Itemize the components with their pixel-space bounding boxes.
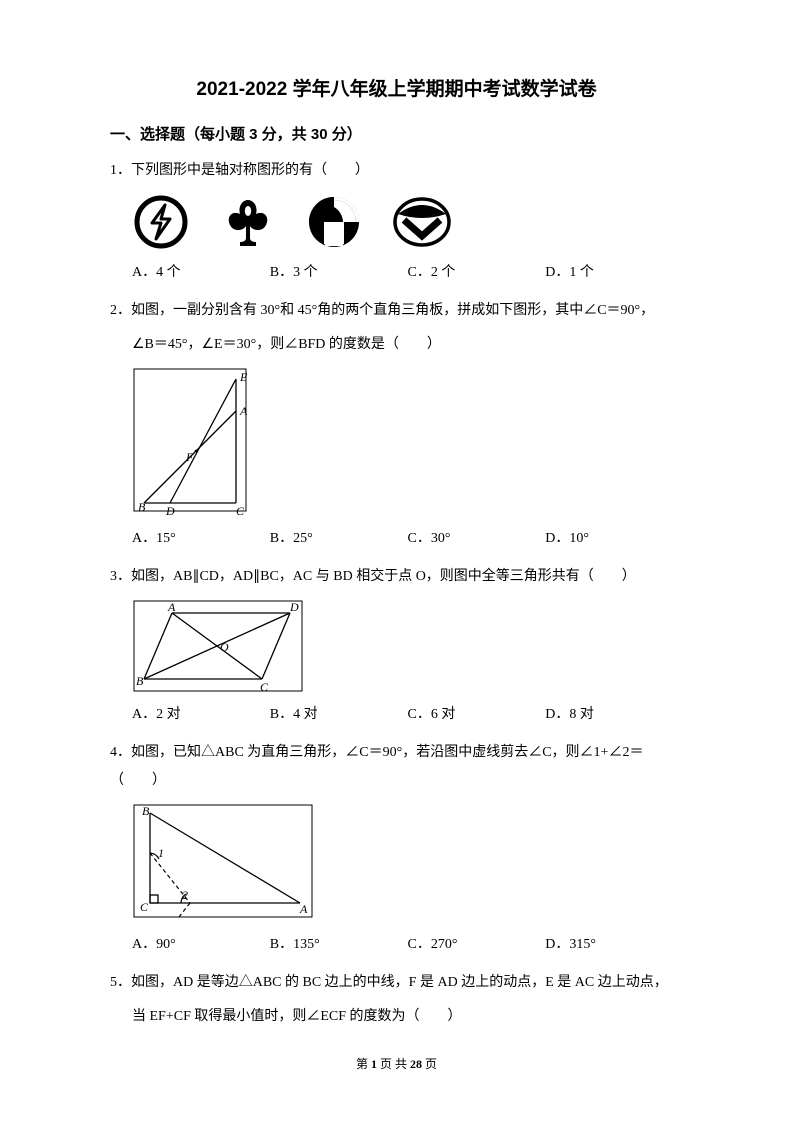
page-footer: 第 1 页 共 28 页 — [0, 1055, 793, 1074]
q1-stem: 下列图形中是轴对称图形的有（ ） — [131, 163, 369, 178]
q3-figure: A D B C O — [132, 599, 304, 693]
q3-option-c: C．6 对 — [408, 701, 546, 729]
q2-option-c: C．30° — [408, 525, 546, 553]
q2-options: A．15° B．25° C．30° D．10° — [110, 525, 683, 553]
footer-prefix: 第 — [356, 1057, 371, 1071]
q3-options: A．2 对 B．4 对 C．6 对 D．8 对 — [110, 701, 683, 729]
svg-text:F: F — [185, 450, 194, 464]
question-2: 2．如图，一副分别含有 30°和 45°角的两个直角三角板，拼成如下图形，其中∠… — [110, 297, 683, 553]
q4-option-b: B．135° — [270, 931, 408, 959]
question-5: 5．如图，AD 是等边△ABC 的 BC 边上的中线，F 是 AD 边上的动点，… — [110, 969, 683, 1031]
svg-text:A: A — [239, 404, 248, 418]
svg-text:B: B — [142, 804, 150, 818]
question-1: 1．下列图形中是轴对称图形的有（ ） — [110, 157, 683, 287]
question-3: 3．如图，AB∥CD，AD∥BC，AC 与 BD 相交于点 O，则图中全等三角形… — [110, 563, 683, 729]
q3-stem: 如图，AB∥CD，AD∥BC，AC 与 BD 相交于点 O，则图中全等三角形共有… — [131, 569, 636, 584]
q1-option-d: D．1 个 — [545, 259, 683, 287]
q4-option-d: D．315° — [545, 931, 683, 959]
q2-option-d: D．10° — [545, 525, 683, 553]
q4-option-c: C．270° — [408, 931, 546, 959]
svg-text:C: C — [260, 680, 269, 693]
q4-text: 4．如图，已知△ABC 为直角三角形，∠C＝90°，若沿图中虚线剪去∠C，则∠1… — [110, 739, 683, 795]
q4-figure: B C A 1 2 — [132, 803, 314, 923]
q2-figure: B D C A E F — [132, 367, 252, 517]
q2-option-a: A．15° — [132, 525, 270, 553]
q3-text: 3．如图，AB∥CD，AD∥BC，AC 与 BD 相交于点 O，则图中全等三角形… — [110, 563, 683, 591]
svg-text:A: A — [167, 600, 176, 614]
q5-stem-1: 如图，AD 是等边△ABC 的 BC 边上的中线，F 是 AD 边上的动点，E … — [131, 975, 668, 990]
trident-blob-icon — [220, 194, 276, 250]
lightning-circle-icon — [132, 193, 190, 251]
q2-stem-1: 如图，一副分别含有 30°和 45°角的两个直角三角板，拼成如下图形，其中∠C＝… — [131, 303, 654, 318]
svg-text:2: 2 — [182, 888, 188, 902]
q1-option-b: B．3 个 — [270, 259, 408, 287]
mushroom-split-icon — [306, 194, 362, 250]
eye-chevron-icon — [392, 194, 452, 250]
q3-figure-row: A D B C O — [110, 599, 683, 693]
svg-text:A: A — [299, 902, 308, 916]
q1-option-c: C．2 个 — [408, 259, 546, 287]
q3-option-d: D．8 对 — [545, 701, 683, 729]
svg-text:D: D — [289, 600, 299, 614]
q4-number: 4． — [110, 745, 131, 760]
question-4: 4．如图，已知△ABC 为直角三角形，∠C＝90°，若沿图中虚线剪去∠C，则∠1… — [110, 739, 683, 959]
q1-text: 1．下列图形中是轴对称图形的有（ ） — [110, 157, 683, 185]
svg-text:C: C — [140, 900, 149, 914]
q4-options: A．90° B．135° C．270° D．315° — [110, 931, 683, 959]
q3-option-b: B．4 对 — [270, 701, 408, 729]
footer-mid: 页 共 — [377, 1057, 410, 1071]
q4-figure-row: B C A 1 2 — [110, 803, 683, 923]
q5-text-l1: 5．如图，AD 是等边△ABC 的 BC 边上的中线，F 是 AD 边上的动点，… — [110, 969, 683, 997]
q2-figure-row: B D C A E F — [110, 367, 683, 517]
q3-option-a: A．2 对 — [132, 701, 270, 729]
q1-options: A．4 个 B．3 个 C．2 个 D．1 个 — [110, 259, 683, 287]
svg-text:O: O — [220, 640, 229, 654]
svg-text:1: 1 — [158, 846, 164, 860]
svg-text:B: B — [138, 500, 146, 514]
svg-text:B: B — [136, 674, 144, 688]
q2-option-b: B．25° — [270, 525, 408, 553]
q2-text-l1: 2．如图，一副分别含有 30°和 45°角的两个直角三角板，拼成如下图形，其中∠… — [110, 297, 683, 325]
footer-suffix: 页 — [422, 1057, 437, 1071]
svg-text:C: C — [236, 504, 245, 517]
q2-number: 2． — [110, 303, 131, 318]
q1-number: 1． — [110, 163, 131, 178]
q2-text-l2: ∠B＝45°，∠E＝30°，则∠BFD 的度数是（ ） — [110, 331, 683, 359]
q5-number: 5． — [110, 975, 131, 990]
q4-option-a: A．90° — [132, 931, 270, 959]
svg-text:E: E — [239, 370, 248, 384]
exam-title: 2021-2022 学年八年级上学期期中考试数学试卷 — [110, 75, 683, 105]
section-1-header: 一、选择题（每小题 3 分，共 30 分） — [110, 123, 683, 147]
q1-icons-row — [110, 193, 683, 251]
q4-stem: 如图，已知△ABC 为直角三角形，∠C＝90°，若沿图中虚线剪去∠C，则∠1+∠… — [110, 745, 643, 788]
q5-text-l2: 当 EF+CF 取得最小值时，则∠ECF 的度数为（ ） — [110, 1003, 683, 1031]
footer-page-total: 28 — [410, 1057, 422, 1071]
q3-number: 3． — [110, 569, 131, 584]
q1-option-a: A．4 个 — [132, 259, 270, 287]
svg-text:D: D — [165, 504, 175, 517]
